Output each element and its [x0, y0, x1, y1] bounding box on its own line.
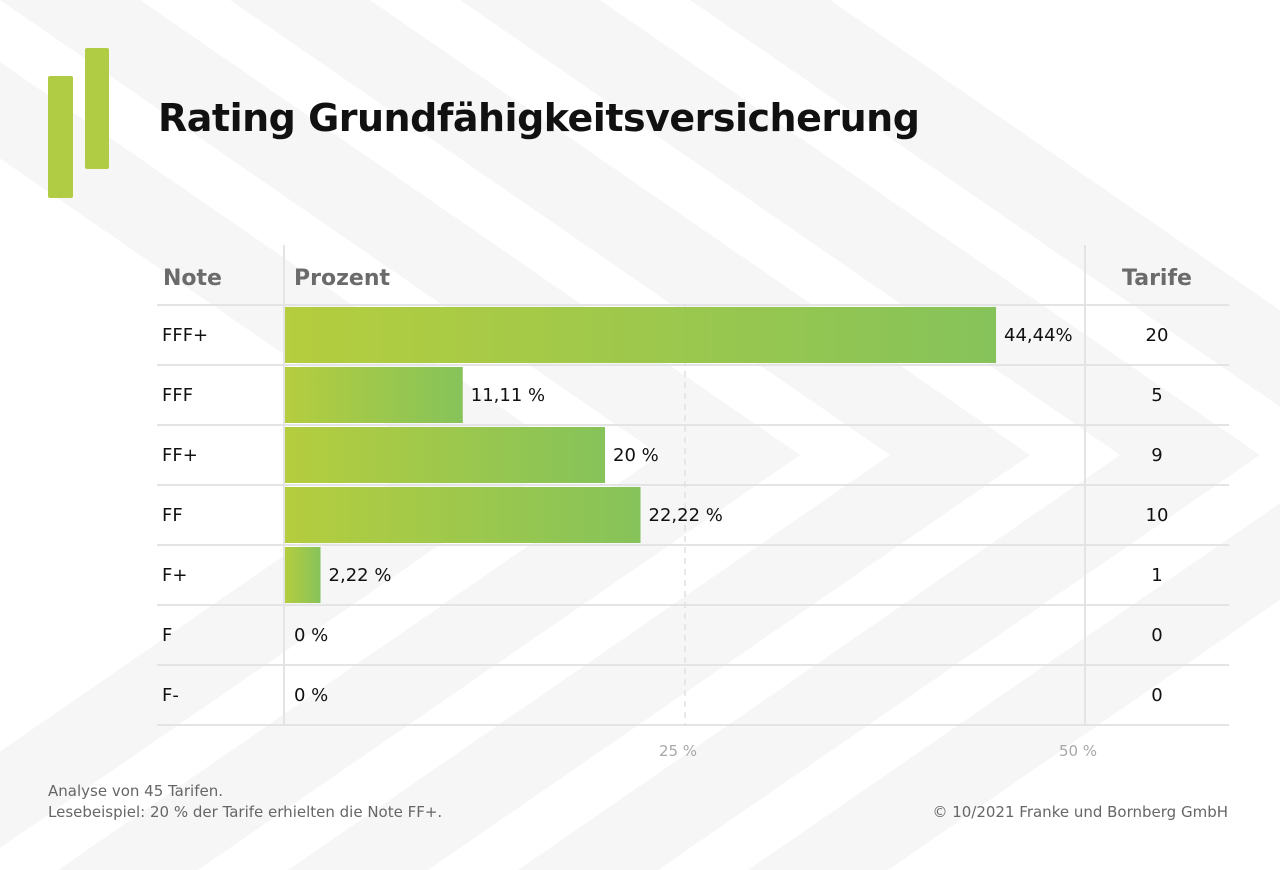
- value-label: 20 %: [613, 445, 659, 466]
- logo-bar-right: [85, 48, 109, 169]
- bar: [285, 427, 605, 483]
- value-label: 0 %: [294, 625, 328, 646]
- value-label: 11,11 %: [471, 385, 545, 406]
- footer-note-example: Lesebeispiel: 20 % der Tarife erhielten …: [48, 803, 443, 821]
- header-rating: Note: [163, 266, 222, 291]
- tick-label: 50 %: [1059, 742, 1097, 760]
- category-label: FFF: [162, 385, 193, 406]
- bar: [285, 367, 463, 423]
- count-label: 0: [1151, 685, 1162, 706]
- value-label: 2,22 %: [329, 565, 392, 586]
- category-label: F: [162, 625, 172, 646]
- bar: [285, 487, 641, 543]
- value-label: 0 %: [294, 685, 328, 706]
- count-label: 20: [1146, 325, 1169, 346]
- count-label: 1: [1151, 565, 1162, 586]
- footer-copyright: © 10/2021 Franke und Bornberg GmbH: [932, 803, 1228, 821]
- count-label: 10: [1146, 505, 1169, 526]
- count-label: 5: [1151, 385, 1162, 406]
- category-label: FFF+: [162, 325, 208, 346]
- logo-bar-left: [48, 76, 73, 198]
- bar: [285, 307, 997, 363]
- page-title: Rating Grundfähigkeitsversicherung: [158, 96, 920, 140]
- category-label: FF: [162, 505, 183, 526]
- value-label: 22,22 %: [649, 505, 723, 526]
- category-label: FF+: [162, 445, 198, 466]
- bar: [285, 547, 321, 603]
- header-count: Tarife: [1122, 266, 1192, 291]
- tick-label: 25 %: [659, 742, 697, 760]
- footer-note-count: Analyse von 45 Tarifen.: [48, 782, 223, 800]
- count-label: 9: [1151, 445, 1162, 466]
- value-label: 44,44%: [1004, 325, 1073, 346]
- category-label: F-: [162, 685, 179, 706]
- header-percent: Prozent: [294, 266, 390, 291]
- count-label: 0: [1151, 625, 1162, 646]
- category-label: F+: [162, 565, 187, 586]
